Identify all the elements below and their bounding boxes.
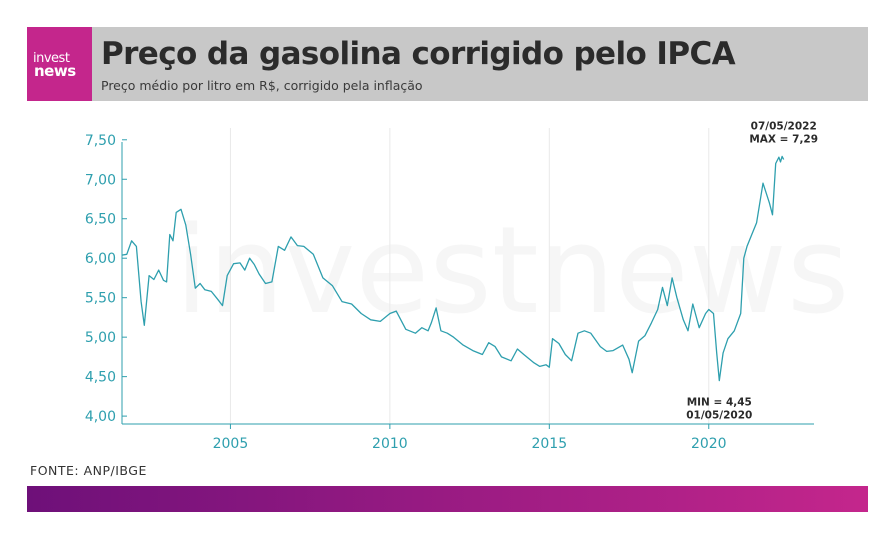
y-tick-label: 6,50 [85, 212, 116, 228]
source-note: FONTE: ANP/IBGE [30, 463, 147, 478]
chart-subtitle: Preço médio por litro em R$, corrigido p… [101, 78, 423, 93]
header-banner: invest news Preço da gasolina corrigido … [27, 27, 868, 101]
y-tick-label: 4,00 [85, 409, 116, 425]
annotation-label: 07/05/2022 [751, 120, 817, 132]
x-tick-label: 2005 [213, 436, 249, 452]
x-tick-label: 2020 [691, 436, 727, 452]
investnews-logo: invest news [27, 27, 92, 101]
x-tick-label: 2010 [372, 436, 408, 452]
series-line-0 [121, 155, 785, 382]
series-group [121, 155, 785, 382]
y-axis: 4,00 4,50 5,00 5,50 6,00 6,50 7,00 7,50 [85, 133, 127, 425]
annotation-label: 01/05/2020 [686, 410, 752, 422]
logo-text-invest: invest [33, 51, 70, 66]
x-axis: 2005 2010 2015 2020 [122, 423, 814, 452]
watermark: investnews [175, 202, 849, 341]
footer-gradient-bar [27, 486, 868, 512]
grid-lines [229, 128, 710, 424]
logo-text-news: news [34, 62, 76, 80]
x-tick-label: 2015 [531, 436, 567, 452]
annotation-label: MIN = 4,45 [687, 397, 752, 409]
chart-title: Preço da gasolina corrigido pelo IPCA [101, 36, 736, 72]
y-tick-label: 7,00 [85, 172, 116, 188]
annotation-label: MAX = 7,29 [749, 133, 818, 145]
y-tick-label: 7,50 [85, 133, 116, 149]
y-tick-label: 5,50 [85, 291, 116, 307]
y-tick-label: 5,00 [85, 330, 116, 346]
y-tick-label: 6,00 [85, 251, 116, 267]
y-tick-label: 4,50 [85, 370, 116, 386]
